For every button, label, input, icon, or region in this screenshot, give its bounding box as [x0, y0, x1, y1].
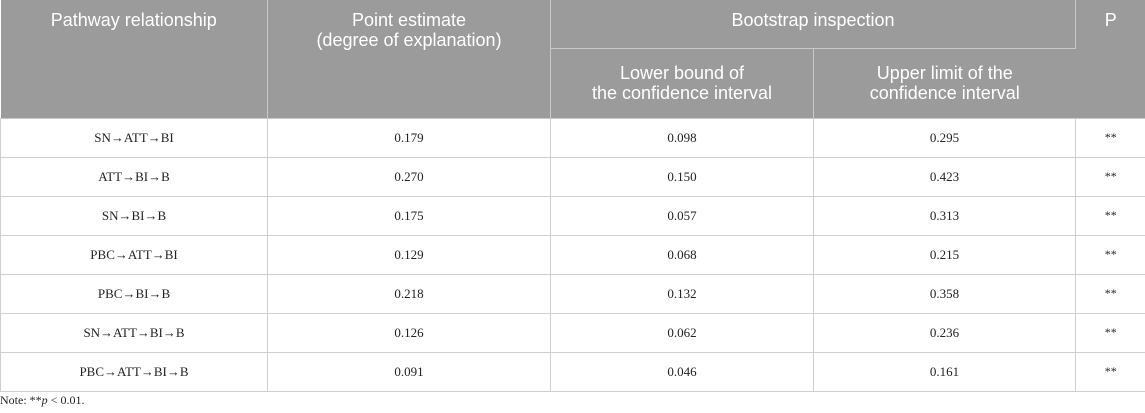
table-row: PBC→ATT→BI→B 0.091 0.046 0.161 ** [0, 352, 1145, 392]
cell-pathway: SN→ATT→BI→B [0, 313, 268, 353]
header-bootstrap: Bootstrap inspection [550, 0, 1077, 49]
cell-lower: 0.098 [550, 118, 814, 158]
note-variable: p [41, 393, 48, 407]
table-row: SN→ATT→BI→B 0.126 0.062 0.236 ** [0, 313, 1145, 353]
cell-upper: 0.215 [813, 235, 1077, 275]
cell-pathway: PBC→ATT→BI→B [0, 352, 268, 392]
cell-lower: 0.150 [550, 157, 814, 197]
cell-upper: 0.423 [813, 157, 1077, 197]
cell-p: ** [1075, 118, 1145, 158]
header-upper-line1: Upper limit of the [876, 62, 1013, 83]
header-p: P [1075, 0, 1145, 119]
cell-p: ** [1075, 313, 1145, 353]
cell-pathway: SN→BI→B [0, 196, 268, 236]
header-point-estimate: Point estimate (degree of explanation) [267, 0, 551, 119]
cell-upper: 0.161 [813, 352, 1077, 392]
cell-pathway: PBC→BI→B [0, 274, 268, 314]
cell-lower: 0.057 [550, 196, 814, 236]
cell-upper: 0.295 [813, 118, 1077, 158]
table-note: Note: **p < 0.01. [0, 393, 84, 408]
cell-lower: 0.068 [550, 235, 814, 275]
header-point-estimate-line1: Point estimate [351, 10, 467, 30]
cell-pathway: PBC→ATT→BI [0, 235, 268, 275]
cell-upper: 0.236 [813, 313, 1077, 353]
note-suffix: < 0.01. [47, 393, 85, 407]
cell-p: ** [1075, 352, 1145, 392]
cell-pathway: SN→ATT→BI [0, 118, 268, 158]
header-lower-bound: Lower bound of the confidence interval [550, 48, 814, 119]
cell-estimate: 0.126 [267, 313, 551, 353]
cell-pathway: ATT→BI→B [0, 157, 268, 197]
cell-upper: 0.358 [813, 274, 1077, 314]
note-prefix: Note: ** [0, 393, 42, 407]
cell-p: ** [1075, 274, 1145, 314]
cell-lower: 0.046 [550, 352, 814, 392]
cell-lower: 0.062 [550, 313, 814, 353]
cell-lower: 0.132 [550, 274, 814, 314]
header-point-estimate-line2: (degree of explanation) [316, 30, 502, 50]
header-lower-line1: Lower bound of [619, 62, 745, 83]
header-upper-limit: Upper limit of the confidence interval [813, 48, 1076, 119]
table-row: PBC→BI→B 0.218 0.132 0.358 ** [0, 274, 1145, 314]
header-lower-line2: the confidence interval [591, 82, 773, 103]
table-body: SN→ATT→BI 0.179 0.098 0.295 ** ATT→BI→B … [0, 118, 1145, 392]
table-row: ATT→BI→B 0.270 0.150 0.423 ** [0, 157, 1145, 197]
header-pathway: Pathway relationship [0, 0, 268, 119]
table-row: SN→ATT→BI 0.179 0.098 0.295 ** [0, 118, 1145, 158]
results-table: Pathway relationship Point estimate (deg… [0, 0, 1145, 392]
cell-p: ** [1075, 196, 1145, 236]
cell-upper: 0.313 [813, 196, 1077, 236]
cell-estimate: 0.129 [267, 235, 551, 275]
table-header: Pathway relationship Point estimate (deg… [0, 0, 1145, 119]
cell-estimate: 0.179 [267, 118, 551, 158]
header-upper-line2: confidence interval [869, 82, 1020, 103]
cell-p: ** [1075, 157, 1145, 197]
cell-estimate: 0.091 [267, 352, 551, 392]
table-row: SN→BI→B 0.175 0.057 0.313 ** [0, 196, 1145, 236]
cell-estimate: 0.270 [267, 157, 551, 197]
cell-estimate: 0.218 [267, 274, 551, 314]
table-row: PBC→ATT→BI 0.129 0.068 0.215 ** [0, 235, 1145, 275]
cell-estimate: 0.175 [267, 196, 551, 236]
cell-p: ** [1075, 235, 1145, 275]
